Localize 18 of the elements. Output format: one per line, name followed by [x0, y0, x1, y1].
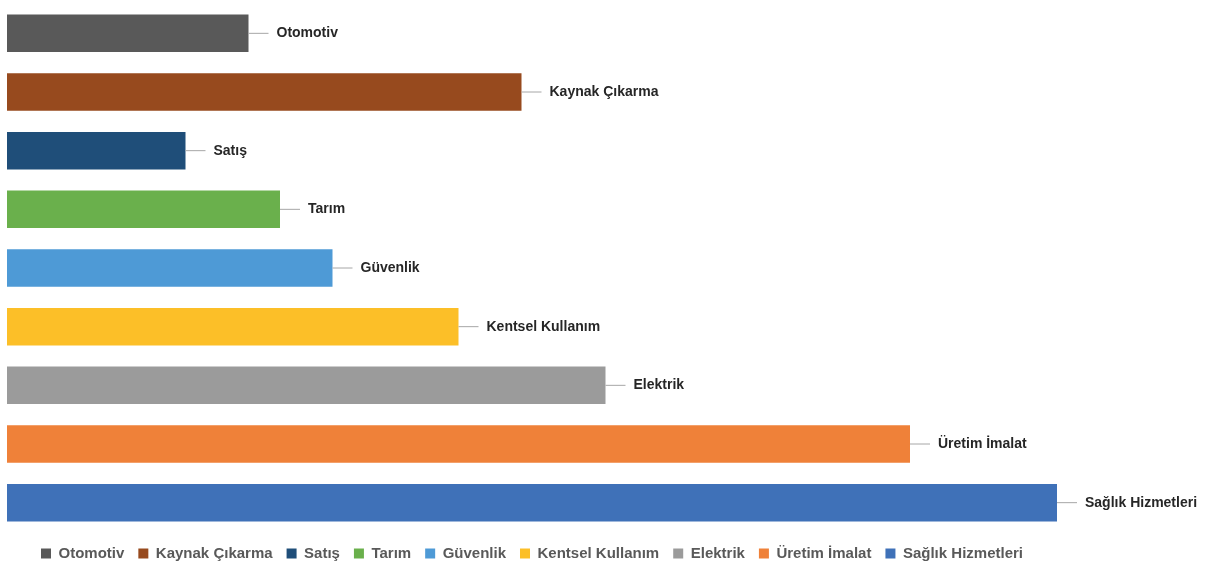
legend-label: Satış — [304, 543, 340, 561]
text: Satış — [213, 141, 247, 158]
legend-label: Sağlık Hizmetleri — [902, 543, 1023, 561]
legend-label: Kaynak Çıkarma — [155, 543, 274, 561]
legend-label: Güvenlik — [442, 543, 507, 561]
text: Kaynak Çıkarma — [549, 82, 659, 99]
text: Üretim İmalat — [938, 434, 1027, 451]
legend-label: Kentsel Kullanım — [537, 543, 660, 561]
legend-label: Elektrik — [633, 376, 685, 393]
legend-label: Üretim İmalat — [776, 543, 872, 561]
text: Kentsel Kullanım — [486, 317, 601, 334]
text: Güvenlik — [360, 258, 420, 275]
legend-label: Tarım — [371, 543, 412, 561]
text: Elektrik — [690, 543, 745, 561]
text: Otomotiv — [276, 24, 338, 41]
text: Tarım — [308, 200, 346, 217]
legend-label: Otomotiv — [58, 543, 125, 561]
text: Sağlık Hizmetleri — [1085, 493, 1198, 510]
